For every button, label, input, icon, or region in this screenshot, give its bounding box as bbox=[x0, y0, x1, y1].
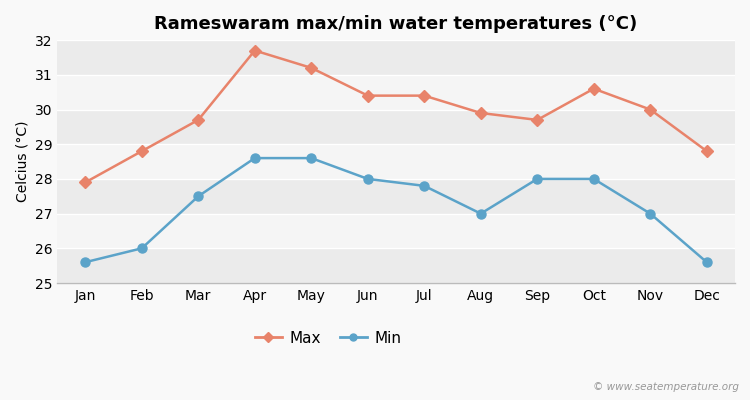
Title: Rameswaram max/min water temperatures (°C): Rameswaram max/min water temperatures (°… bbox=[154, 15, 638, 33]
Min bbox=[476, 211, 485, 216]
Min bbox=[194, 194, 202, 199]
Max bbox=[194, 118, 202, 122]
Max bbox=[137, 149, 146, 154]
Text: © www.seatemperature.org: © www.seatemperature.org bbox=[592, 382, 739, 392]
Bar bbox=[57, 248, 735, 283]
Line: Min: Min bbox=[81, 154, 711, 267]
Bar bbox=[57, 179, 735, 214]
Bar bbox=[57, 40, 735, 75]
Min bbox=[307, 156, 316, 160]
Max bbox=[363, 93, 372, 98]
Min bbox=[251, 156, 260, 160]
Line: Max: Max bbox=[81, 46, 711, 186]
Max bbox=[702, 149, 711, 154]
Min bbox=[646, 211, 655, 216]
Max bbox=[590, 86, 598, 91]
Legend: Max, Min: Max, Min bbox=[248, 325, 408, 352]
Min bbox=[702, 260, 711, 264]
Bar bbox=[57, 110, 735, 144]
Max bbox=[532, 118, 542, 122]
Max bbox=[646, 107, 655, 112]
Min bbox=[420, 184, 429, 188]
Max bbox=[251, 48, 260, 53]
Y-axis label: Celcius (°C): Celcius (°C) bbox=[15, 121, 29, 202]
Min bbox=[363, 176, 372, 181]
Max bbox=[476, 110, 485, 115]
Bar bbox=[57, 75, 735, 110]
Min bbox=[590, 176, 598, 181]
Max bbox=[420, 93, 429, 98]
Max bbox=[307, 66, 316, 70]
Min bbox=[81, 260, 90, 264]
Min bbox=[137, 246, 146, 251]
Min bbox=[532, 176, 542, 181]
Bar bbox=[57, 214, 735, 248]
Bar bbox=[57, 144, 735, 179]
Max bbox=[81, 180, 90, 185]
